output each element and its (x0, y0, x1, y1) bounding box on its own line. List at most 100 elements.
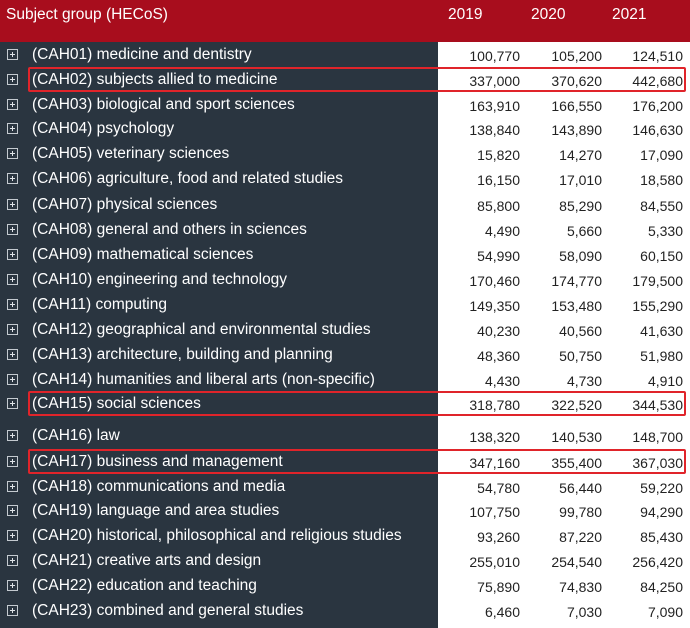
value-cell-2019: 16,150 (477, 172, 520, 188)
value-cell-2019: 4,490 (484, 223, 520, 239)
plus-box-icon[interactable] (7, 456, 18, 467)
table-row[interactable]: (CAH11) computing 149,350 153,480 155,290 (0, 293, 690, 318)
column-header-2019[interactable]: 2019 (448, 6, 483, 23)
table-row[interactable]: (CAH18) communications and media 54,780 56… (0, 475, 690, 500)
table-row[interactable]: (CAH02) subjects allied to medicine 337,0… (0, 68, 690, 93)
plus-box-icon[interactable] (7, 324, 18, 335)
value-cell-2020: 143,890 (551, 122, 602, 138)
value-cell-2019: 75,890 (477, 579, 520, 595)
table-row[interactable]: (CAH07) physical sciences 85,800 85,290 84,… (0, 193, 690, 218)
plus-box-icon[interactable] (7, 398, 18, 409)
column-header-2021[interactable]: 2021 (612, 6, 647, 23)
value-cell-2021: 155,290 (632, 298, 683, 314)
table-row[interactable]: (CAH22) education and teaching 75,890 74,8… (0, 574, 690, 599)
plus-box-icon[interactable] (7, 530, 18, 541)
row-label: (CAH13) architecture, building and plann… (32, 346, 333, 363)
row-label: (CAH23) combined and general studies (32, 602, 304, 619)
value-cell-2020: 174,770 (551, 273, 602, 289)
table-row[interactable]: (CAH05) veterinary sciences 15,820 14,270 1… (0, 142, 690, 167)
value-cell-2021: 4,910 (647, 373, 683, 389)
row-label: (CAH18) communications and media (32, 478, 286, 495)
plus-box-icon[interactable] (7, 224, 18, 235)
value-cell-2020: 355,400 (551, 455, 602, 471)
row-label: (CAH01) medicine and dentistry (32, 46, 252, 63)
value-cell-2021: 17,090 (640, 147, 683, 163)
row-label: (CAH17) business and management (32, 453, 283, 470)
value-cell-2020: 87,220 (559, 529, 602, 545)
table-row[interactable]: (CAH14) humanities and liberal arts (non… (0, 368, 690, 393)
value-cell-2021: 179,500 (632, 273, 683, 289)
value-cell-2021: 85,430 (640, 529, 683, 545)
value-cell-2021: 18,580 (640, 172, 683, 188)
plus-box-icon[interactable] (7, 605, 18, 616)
table-header: Subject group (HECoS) 2019 2020 2021 (0, 0, 690, 42)
plus-box-icon[interactable] (7, 99, 18, 110)
plus-box-icon[interactable] (7, 349, 18, 360)
value-cell-2021: 94,290 (640, 504, 683, 520)
value-cell-2019: 54,780 (477, 480, 520, 496)
value-cell-2020: 7,030 (566, 604, 602, 620)
row-label: (CAH02) subjects allied to medicine (32, 71, 278, 88)
plus-box-icon[interactable] (7, 299, 18, 310)
row-label: (CAH16) law (32, 427, 120, 444)
row-label: (CAH05) veterinary sciences (32, 145, 230, 162)
table-row[interactable]: (CAH15) social sciences 318,780 322,520 344… (0, 392, 690, 417)
value-cell-2019: 138,320 (469, 429, 520, 445)
value-cell-2021: 367,030 (632, 455, 683, 471)
plus-box-icon[interactable] (7, 49, 18, 60)
table-row[interactable]: (CAH13) architecture, building and plann… (0, 343, 690, 368)
table-row[interactable]: (CAH08) general and others in sciences 4,… (0, 218, 690, 243)
table-row[interactable]: (CAH19) language and area studies 107,750… (0, 499, 690, 524)
value-cell-2021: 51,980 (640, 348, 683, 364)
plus-box-icon[interactable] (7, 123, 18, 134)
plus-box-icon[interactable] (7, 505, 18, 516)
table-row[interactable]: (CAH01) medicine and dentistry 100,770 105… (0, 43, 690, 68)
column-header-subject-group: Subject group (HECoS) (6, 6, 168, 23)
plus-box-icon[interactable] (7, 274, 18, 285)
value-cell-2021: 442,680 (632, 73, 683, 89)
value-cell-2019: 100,770 (469, 48, 520, 64)
plus-box-icon[interactable] (7, 249, 18, 260)
value-cell-2021: 148,700 (632, 429, 683, 445)
plus-box-icon[interactable] (7, 199, 18, 210)
value-cell-2021: 146,630 (632, 122, 683, 138)
value-cell-2021: 256,420 (632, 554, 683, 570)
value-cell-2020: 322,520 (551, 397, 602, 413)
table-row[interactable]: (CAH06) agriculture, food and related st… (0, 167, 690, 192)
table-row[interactable]: (CAH03) biological and sport sciences 163… (0, 93, 690, 118)
plus-box-icon[interactable] (7, 374, 18, 385)
row-label: (CAH12) geographical and environmental s… (32, 321, 371, 338)
table-row[interactable]: (CAH16) law 138,320 140,530 148,700 (0, 424, 690, 449)
value-cell-2021: 84,550 (640, 198, 683, 214)
table-row[interactable]: (CAH23) combined and general studies 6,46… (0, 599, 690, 624)
plus-box-icon[interactable] (7, 148, 18, 159)
value-cell-2019: 138,840 (469, 122, 520, 138)
value-cell-2020: 166,550 (551, 98, 602, 114)
column-header-2020[interactable]: 2020 (531, 6, 566, 23)
table-row[interactable]: (CAH21) creative arts and design 255,010 2… (0, 549, 690, 574)
value-cell-2021: 5,330 (647, 223, 683, 239)
value-cell-2019: 255,010 (469, 554, 520, 570)
table-row[interactable]: (CAH09) mathematical sciences 54,990 58,09… (0, 243, 690, 268)
plus-box-icon[interactable] (7, 481, 18, 492)
row-label: (CAH06) agriculture, food and related st… (32, 170, 344, 187)
row-label-panel (0, 42, 438, 628)
value-cell-2020: 153,480 (551, 298, 602, 314)
plus-box-icon[interactable] (7, 74, 18, 85)
value-cell-2020: 99,780 (559, 504, 602, 520)
row-label: (CAH08) general and others in sciences (32, 221, 307, 238)
table-row[interactable]: (CAH17) business and management 347,160 35… (0, 450, 690, 475)
value-cell-2020: 58,090 (559, 248, 602, 264)
value-cell-2019: 85,800 (477, 198, 520, 214)
table-row[interactable]: (CAH12) geographical and environmental s… (0, 318, 690, 343)
value-cell-2020: 140,530 (551, 429, 602, 445)
plus-box-icon[interactable] (7, 555, 18, 566)
plus-box-icon[interactable] (7, 580, 18, 591)
plus-box-icon[interactable] (7, 173, 18, 184)
value-cell-2021: 60,150 (640, 248, 683, 264)
plus-box-icon[interactable] (7, 430, 18, 441)
table-row[interactable]: (CAH20) historical, philosophical and re… (0, 524, 690, 549)
table-row[interactable]: (CAH10) engineering and technology 170,46… (0, 268, 690, 293)
table-row[interactable]: (CAH04) psychology 138,840 143,890 146,630 (0, 117, 690, 142)
value-cell-2019: 149,350 (469, 298, 520, 314)
